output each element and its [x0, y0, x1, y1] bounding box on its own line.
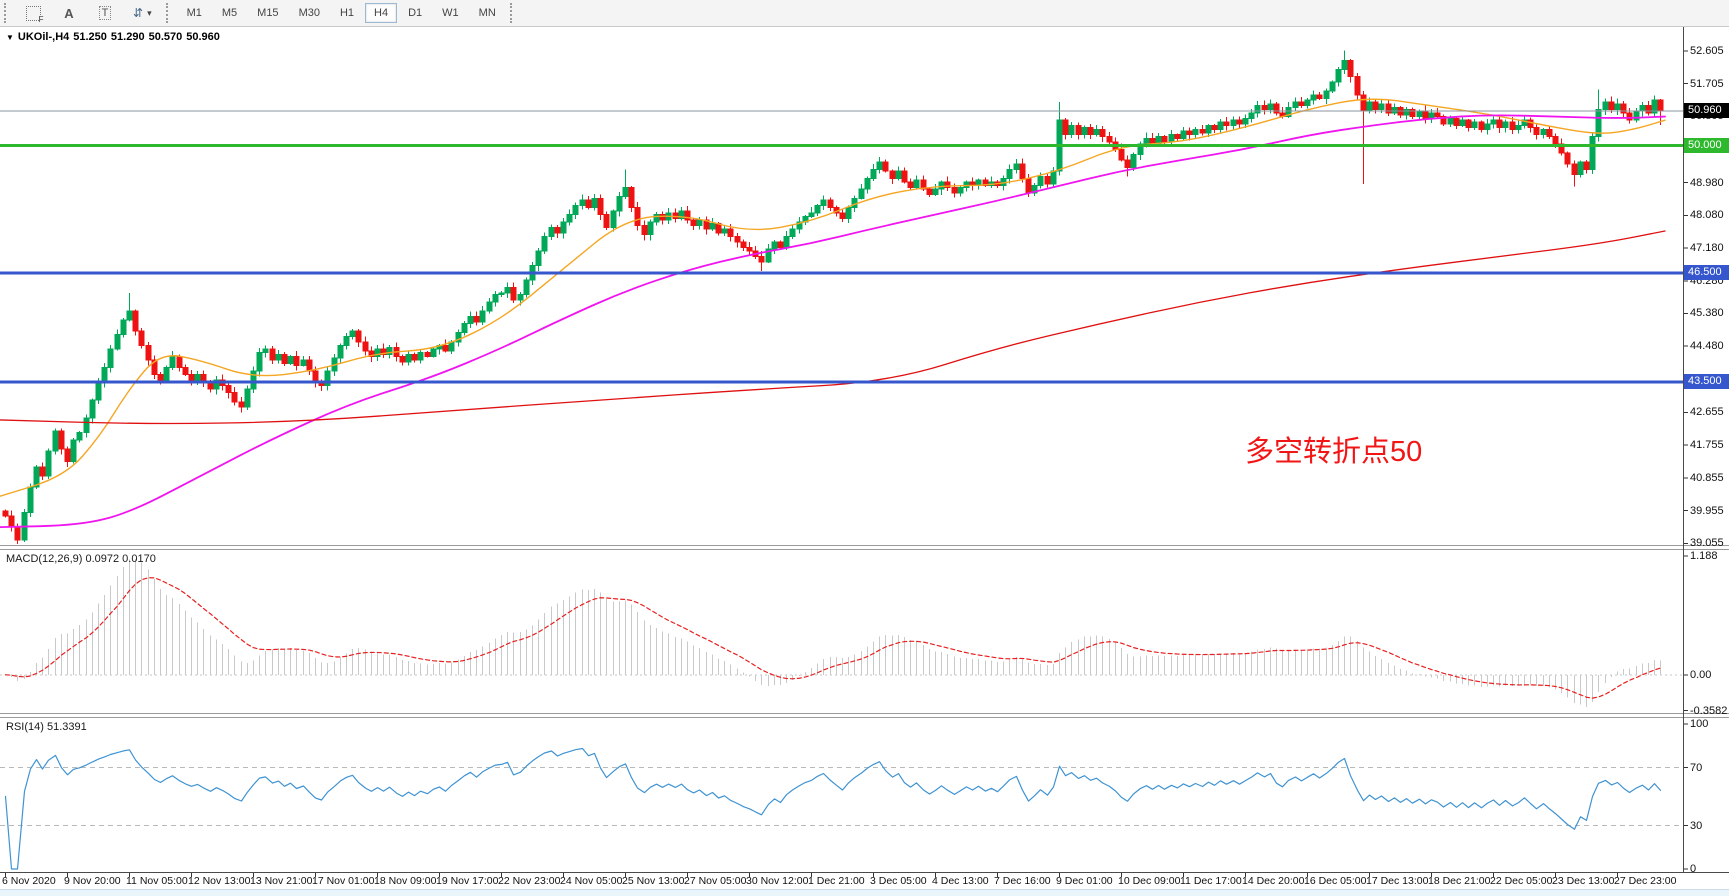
- toolbar-grip[interactable]: [509, 3, 517, 23]
- timeframe-h1-button[interactable]: H1: [331, 3, 363, 23]
- ohlc-open: 51.250: [73, 31, 107, 43]
- arrows-icon: ⇵: [133, 6, 144, 20]
- timeframe-mn-button[interactable]: MN: [470, 3, 505, 23]
- price-tick-label: 41.755: [1690, 439, 1724, 452]
- chart-title: ▼ UKOil-,H4 51.250 51.290 50.570 50.960: [6, 31, 224, 43]
- time-axis-label: 10 Dec 09:00: [1118, 875, 1181, 887]
- time-axis-label: 7 Dec 16:00: [994, 875, 1051, 887]
- rsi-tick-label: 70: [1690, 761, 1703, 774]
- rsi-tick-label: 0: [1690, 863, 1697, 875]
- timeframe-d1-button[interactable]: D1: [399, 3, 431, 23]
- time-axis-label: 27 Nov 05:00: [684, 875, 747, 887]
- time-axis-label: 18 Nov 09:00: [374, 875, 437, 887]
- timeframe-m15-button[interactable]: M15: [248, 3, 287, 23]
- text-tool-button[interactable]: T: [90, 2, 120, 24]
- ohlc-close: 50.960: [186, 31, 220, 43]
- toolbar: F A T ⇵ ▾ M1 M5 M15 M30 H1 H4 D1 W1 MN: [0, 0, 1729, 27]
- macd-indicator-label: MACD(12,26,9) 0.0972 0.0170: [6, 553, 156, 565]
- time-axis-label: 17 Dec 13:00: [1366, 875, 1429, 887]
- price-tick-label: 42.655: [1690, 406, 1724, 419]
- rsi-tick-label: 30: [1690, 819, 1703, 832]
- symbol-dropdown-icon[interactable]: ▼: [6, 33, 14, 42]
- price-tick-label: 44.480: [1690, 340, 1724, 353]
- time-axis-label: 13 Nov 21:00: [250, 875, 313, 887]
- toolbar-grip[interactable]: [4, 3, 11, 23]
- ohlc-high: 51.290: [110, 31, 145, 43]
- text-icon: T: [98, 6, 112, 20]
- timeframe-h4-button[interactable]: H4: [365, 3, 398, 23]
- price-axis[interactable]: [1684, 27, 1729, 872]
- macd-tick-label: 0.00: [1690, 668, 1712, 681]
- time-axis-label: 14 Dec 20:00: [1242, 875, 1305, 887]
- fibonacci-grid-icon: F: [25, 5, 44, 24]
- arrows-tool-button[interactable]: ⇵ ▾: [126, 2, 159, 24]
- price-tick-label: 48.980: [1690, 176, 1724, 189]
- current-price-box: 50.960: [1684, 103, 1729, 119]
- dropdown-caret-icon: ▾: [147, 7, 152, 18]
- level-price-box: 50.000: [1684, 138, 1729, 154]
- rsi-tick-label: 100: [1690, 718, 1709, 730]
- time-axis-label: 1 Dec 21:00: [808, 875, 865, 887]
- level-price-box: 43.500: [1684, 374, 1729, 390]
- timeframe-w1-button[interactable]: W1: [433, 3, 468, 23]
- text-label-tool-button[interactable]: A: [54, 2, 84, 24]
- macd-tick-label: 1.188: [1690, 550, 1718, 562]
- price-tick-label: 48.080: [1690, 209, 1724, 222]
- time-axis-label: 19 Nov 17:00: [436, 875, 499, 887]
- time-axis-label: 4 Dec 13:00: [932, 875, 989, 887]
- macd-tick-label: -0.3582: [1690, 704, 1728, 717]
- symbol-period-label: UKOil-,H4: [17, 31, 70, 43]
- time-axis-label: 6 Nov 2020: [2, 875, 56, 887]
- timeframe-m1-button[interactable]: M1: [178, 3, 211, 23]
- time-axis-label: 23 Dec 13:00: [1552, 875, 1615, 887]
- time-axis-label: 11 Dec 17:00: [1180, 875, 1242, 887]
- chart-annotation-text[interactable]: 多空转折点50: [1245, 436, 1423, 468]
- price-tick-label: 39.955: [1690, 504, 1724, 517]
- time-axis-label: 16 Dec 05:00: [1304, 875, 1367, 887]
- price-tick-label: 39.055: [1690, 537, 1724, 550]
- price-tick-label: 45.380: [1690, 307, 1724, 320]
- time-axis-label: 27 Dec 23:00: [1614, 875, 1677, 887]
- text-label-icon: A: [64, 5, 74, 21]
- price-tick-label: 52.605: [1690, 45, 1724, 57]
- time-axis-label: 17 Nov 01:00: [312, 875, 375, 887]
- time-axis-label: 11 Nov 05:00: [126, 875, 188, 887]
- time-axis-label: 3 Dec 05:00: [870, 875, 927, 887]
- time-axis-label: 9 Dec 01:00: [1056, 875, 1113, 887]
- time-axis-label: 24 Nov 05:00: [560, 875, 623, 887]
- time-axis-label: 30 Nov 12:00: [746, 875, 809, 887]
- window-bottom-strip: [0, 889, 1729, 896]
- time-axis-label: 9 Nov 20:00: [64, 875, 121, 887]
- time-axis-label: 22 Dec 05:00: [1490, 875, 1553, 887]
- timeframe-m5-button[interactable]: M5: [213, 3, 246, 23]
- price-tick-label: 40.855: [1690, 471, 1724, 484]
- ohlc-low: 50.570: [148, 31, 183, 43]
- price-tick-label: 47.180: [1690, 242, 1724, 255]
- fibonacci-grid-tool-button[interactable]: F: [18, 2, 48, 24]
- timeframe-m30-button[interactable]: M30: [290, 3, 329, 23]
- time-axis-label: 22 Nov 23:00: [498, 875, 561, 887]
- rsi-indicator-label: RSI(14) 51.3391: [6, 721, 87, 733]
- time-axis-label: 25 Nov 13:00: [622, 875, 685, 887]
- time-axis-label: 18 Dec 21:00: [1428, 875, 1491, 887]
- time-axis-label: 12 Nov 13:00: [188, 875, 251, 887]
- level-price-box: 46.500: [1684, 265, 1729, 281]
- price-tick-label: 51.705: [1690, 77, 1724, 90]
- toolbar-grip[interactable]: [165, 3, 173, 23]
- timeframe-toolbar: M1 M5 M15 M30 H1 H4 D1 W1 MN: [177, 2, 506, 24]
- time-axis[interactable]: [0, 873, 1683, 888]
